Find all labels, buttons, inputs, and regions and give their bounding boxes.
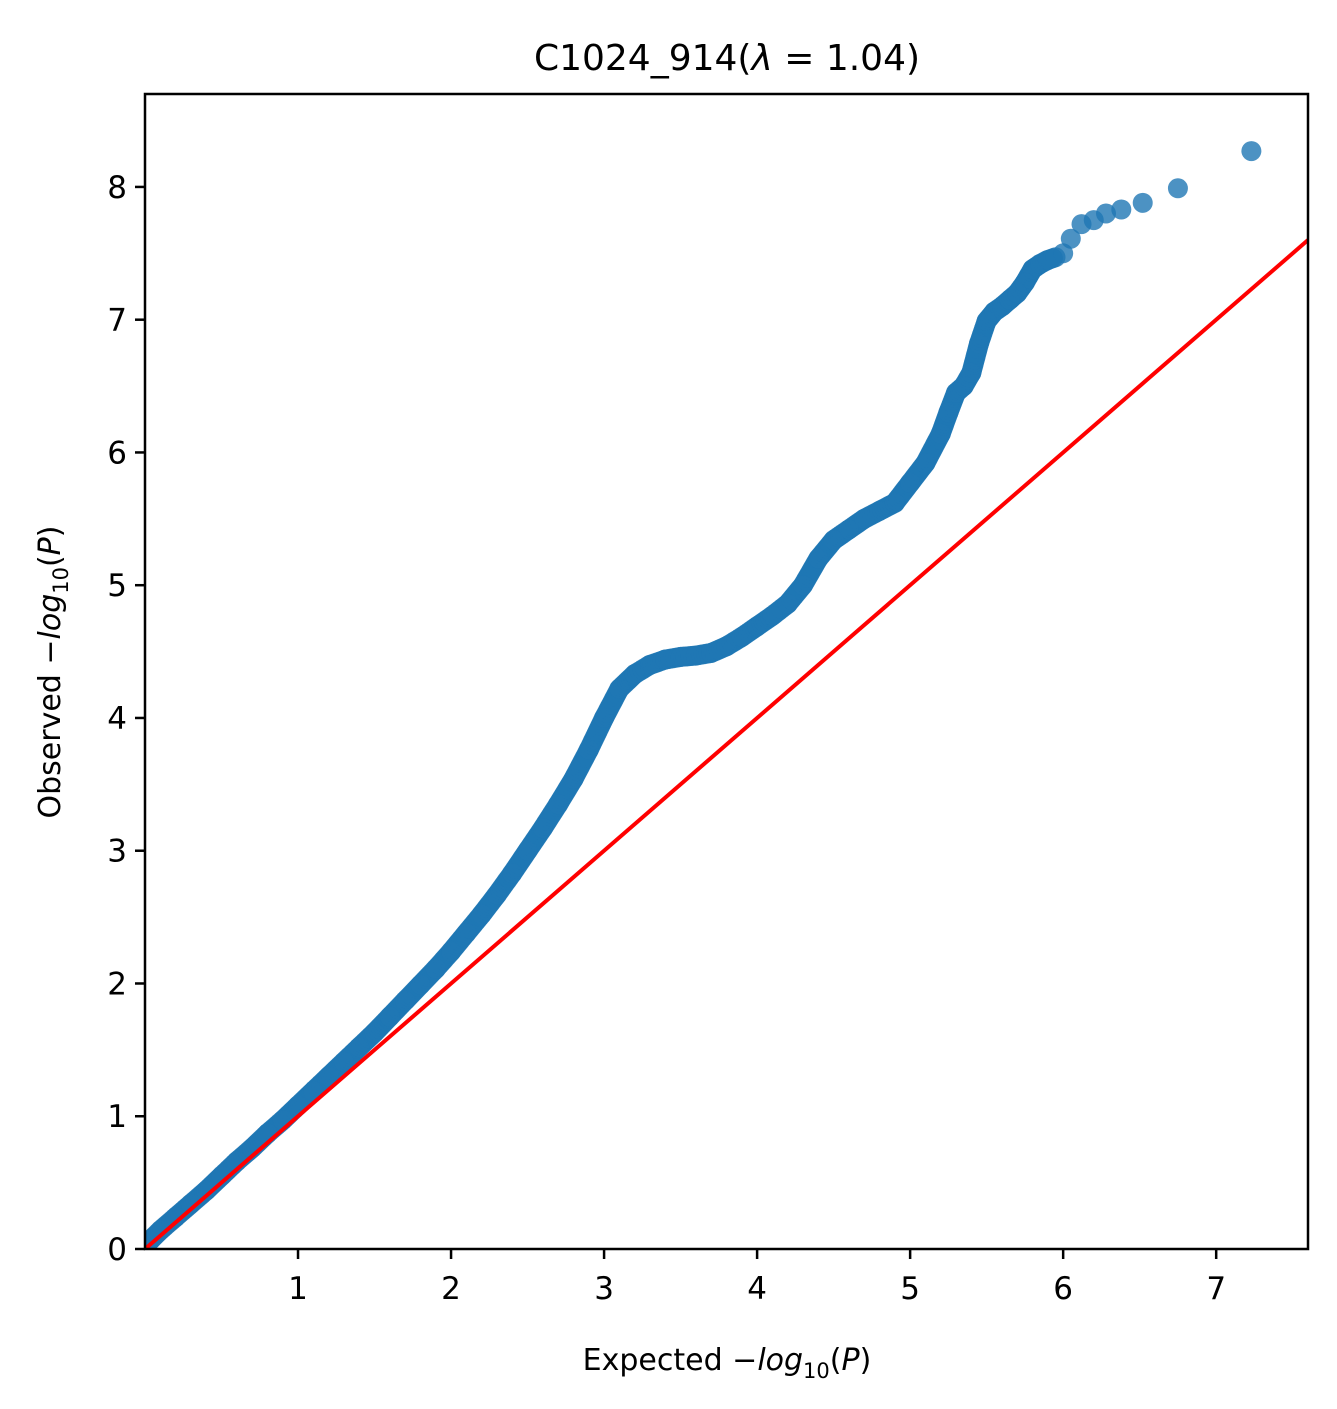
qq-point — [670, 646, 691, 667]
reference-line — [145, 238, 1308, 1249]
qq-point — [685, 645, 706, 666]
y-label-sub: 10 — [49, 567, 73, 594]
qq-point — [609, 678, 630, 699]
x-label-prefix: Expected − — [583, 1343, 758, 1378]
x-tick-label: 7 — [1206, 1271, 1226, 1307]
qq-point — [838, 519, 859, 540]
y-label-open: ( — [33, 555, 68, 567]
scatter-points — [145, 141, 1262, 1249]
qq-point — [517, 840, 538, 861]
qq-point — [165, 1207, 186, 1228]
qq-point — [441, 941, 462, 962]
y-axis-ticks: 0 1 2 3 4 5 6 7 8 — [107, 170, 145, 1268]
y-tick-label: 1 — [107, 1099, 127, 1135]
qq-point — [808, 548, 829, 569]
qq-point — [624, 664, 645, 685]
title-prefix: C1024_914( — [534, 38, 752, 79]
qq-point — [578, 739, 599, 760]
qq-point — [532, 818, 553, 839]
qq-point — [349, 1037, 370, 1058]
qq-point — [502, 863, 523, 884]
qq-point — [1241, 141, 1262, 162]
qq-point — [938, 402, 959, 423]
qq-point — [930, 423, 951, 444]
title-lambda: λ — [749, 38, 772, 79]
y-tick-label: 8 — [107, 170, 127, 206]
qq-point — [655, 649, 676, 670]
y-tick-label: 4 — [107, 701, 127, 737]
qq-point — [900, 472, 921, 493]
qq-point — [563, 769, 584, 790]
x-label-log: log — [757, 1343, 803, 1378]
x-label-close: ) — [860, 1343, 872, 1378]
x-tick-label: 5 — [900, 1271, 920, 1307]
qq-point — [333, 1051, 354, 1072]
qq-point — [456, 923, 477, 944]
qq-point — [793, 575, 814, 596]
qq-point — [731, 626, 752, 647]
qq-point — [961, 362, 982, 383]
title-value: = 1.04) — [773, 38, 920, 79]
qq-point — [854, 508, 875, 529]
qq-point — [180, 1193, 201, 1214]
qq-point — [915, 453, 936, 474]
y-tick-label: 7 — [107, 303, 127, 339]
qq-point — [471, 904, 492, 925]
y-tick-label: 6 — [107, 435, 127, 471]
qq-point — [425, 958, 446, 979]
qq-point — [1167, 178, 1188, 199]
x-label-p: P — [842, 1343, 861, 1378]
y-label-prefix: Observed − — [33, 639, 68, 818]
qq-point — [150, 1220, 171, 1241]
qq-point — [364, 1022, 385, 1043]
qq-point — [1096, 203, 1117, 224]
qq-point — [196, 1180, 217, 1201]
y-tick-label: 3 — [107, 834, 127, 870]
plot-frame — [143, 92, 1310, 1251]
qq-point — [762, 605, 783, 626]
chart-title: C1024_914(λ = 1.04) — [534, 38, 920, 79]
qq-point — [777, 593, 798, 614]
x-tick-label: 1 — [288, 1271, 308, 1307]
qq-point — [823, 530, 844, 551]
x-tick-label: 6 — [1053, 1271, 1073, 1307]
qq-point — [1132, 192, 1153, 213]
y-tick-label: 2 — [107, 966, 127, 1002]
plot-area — [145, 141, 1308, 1249]
x-label-open: ( — [830, 1343, 842, 1378]
qq-point — [701, 642, 722, 663]
qq-point — [639, 654, 660, 675]
y-axis-label: Observed −log10(P) — [33, 525, 73, 818]
qq-point — [395, 990, 416, 1011]
x-tick-label: 4 — [747, 1271, 767, 1307]
qq-point — [884, 492, 905, 513]
qq-point — [318, 1066, 339, 1087]
qq-point — [968, 333, 989, 354]
y-label-p: P — [33, 536, 68, 555]
qq-point — [548, 794, 569, 815]
qq-point — [594, 707, 615, 728]
qq-point — [1111, 199, 1132, 220]
qq-point — [211, 1165, 232, 1186]
y-tick-label: 5 — [107, 568, 127, 604]
qq-point — [1060, 228, 1081, 249]
x-label-sub: 10 — [803, 1359, 830, 1383]
qq-point — [747, 616, 768, 637]
qq-point — [410, 974, 431, 995]
qq-point — [379, 1006, 400, 1027]
qq-point — [486, 884, 507, 905]
x-tick-label: 3 — [594, 1271, 614, 1307]
y-tick-label: 0 — [107, 1232, 127, 1268]
x-tick-label: 2 — [441, 1271, 461, 1307]
x-axis-label: Expected −log10(P) — [583, 1343, 872, 1383]
qq-point — [716, 636, 737, 657]
y-label-log: log — [33, 594, 68, 640]
y-label-close: ) — [33, 525, 68, 537]
x-axis-ticks: 1 2 3 4 5 6 7 — [288, 1249, 1226, 1307]
qq-point — [869, 500, 890, 521]
